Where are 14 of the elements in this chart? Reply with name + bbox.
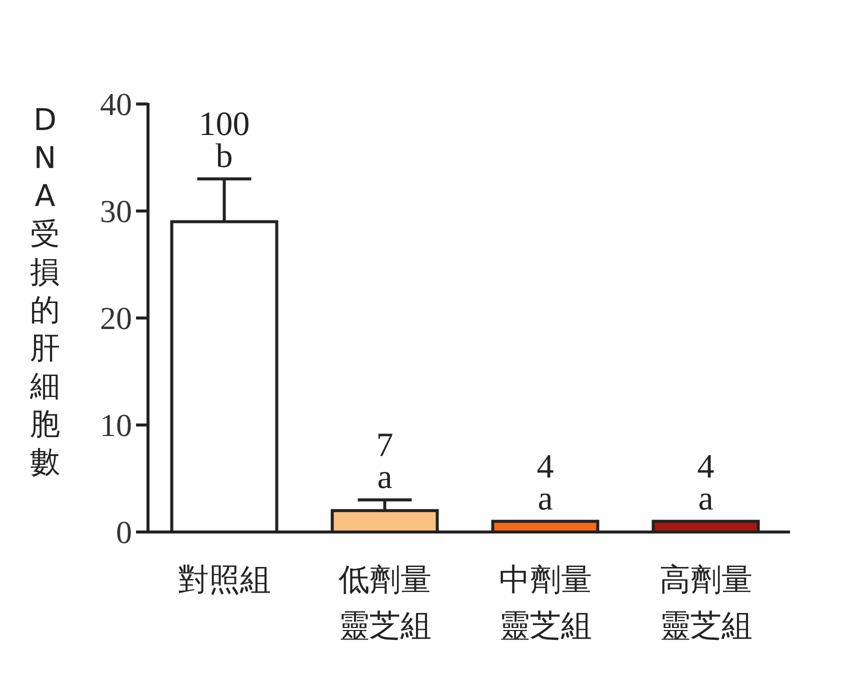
annotation: 4 a [536,448,554,518]
text: DNA受損的肝細胞數 [30,103,60,480]
x-tick-label: 對照組 [178,562,271,598]
x-tick-label: 高劑量靈芝組 [659,562,752,644]
y-tick-label: 10 [100,407,132,443]
annotation: 4 a [697,448,714,518]
annotation: 7 a [376,426,394,496]
y-tick-label: 30 [100,193,132,229]
y-tick-label: 20 [100,300,132,336]
y-tick-label: 0 [116,514,132,550]
x-tick-label: 中劑量靈芝組 [498,562,592,644]
annotation: 100 b [198,106,250,175]
x-tick-label: 低劑量靈芝組 [338,562,432,644]
y-tick-label: 40 [100,86,132,122]
